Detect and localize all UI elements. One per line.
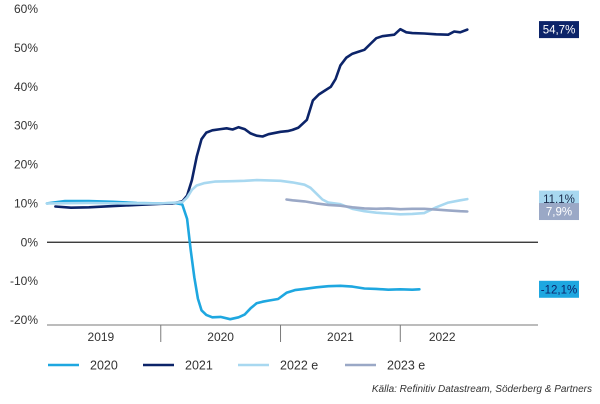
x-tick-label: 2019 — [88, 330, 115, 344]
end-label-text: -12,1% — [541, 284, 577, 296]
end-label-box — [539, 21, 579, 39]
legend-label: 2022 e — [280, 359, 318, 373]
y-tick-label: 60% — [14, 2, 38, 16]
legend: 2020 2021 2022 e 2023 e — [48, 359, 425, 373]
end-label-text: 7,9% — [546, 207, 572, 219]
y-axis-ticks: 60% 50% 40% 30% 20% 10% 0% -10% -20% — [10, 2, 38, 327]
legend-label: 2020 — [90, 359, 118, 373]
end-label-box — [539, 280, 579, 298]
series-line-2021 — [54, 27, 469, 209]
y-tick-label: 10% — [14, 196, 38, 210]
series-lines — [45, 27, 469, 321]
x-axis: 2019 2020 2021 2022 — [47, 241, 538, 344]
y-tick-label: 50% — [14, 41, 38, 55]
y-tick-label: 0% — [21, 235, 39, 249]
legend-label: 2023 e — [387, 359, 425, 373]
series-line-2022-e — [45, 178, 469, 216]
end-label-text: 54,7% — [543, 25, 576, 37]
y-tick-label: 20% — [14, 158, 38, 172]
legend-label: 2021 — [185, 359, 213, 373]
x-tick-label: 2022 — [429, 330, 456, 344]
y-tick-label: -20% — [10, 313, 38, 327]
y-tick-label: 40% — [14, 80, 38, 94]
x-tick-label: 2020 — [207, 330, 234, 344]
y-tick-label: -10% — [10, 274, 38, 288]
source-note: Källa: Refinitiv Datastream, Söderberg &… — [372, 384, 592, 395]
end-label-box — [539, 203, 579, 221]
x-tick-label: 2021 — [327, 330, 354, 344]
y-tick-label: 30% — [14, 119, 38, 133]
end-labels: 54,7%11,1%7,9%-12,1% — [539, 21, 579, 298]
series-line-2020 — [45, 199, 421, 321]
series-line-2023-e — [285, 198, 469, 213]
